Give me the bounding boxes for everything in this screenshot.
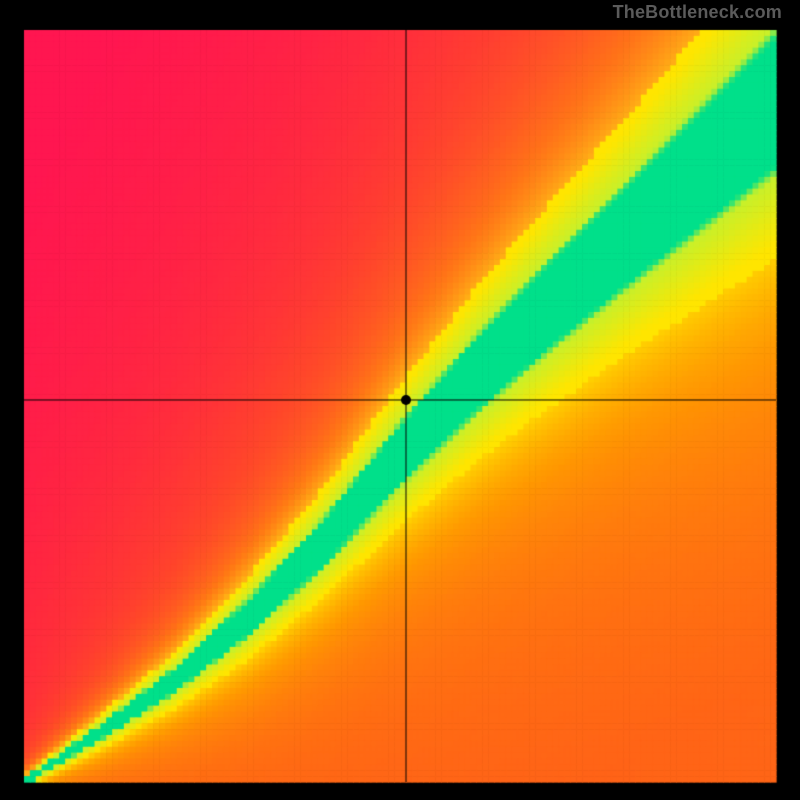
- bottleneck-heatmap: [0, 0, 800, 800]
- watermark-text: TheBottleneck.com: [613, 2, 782, 23]
